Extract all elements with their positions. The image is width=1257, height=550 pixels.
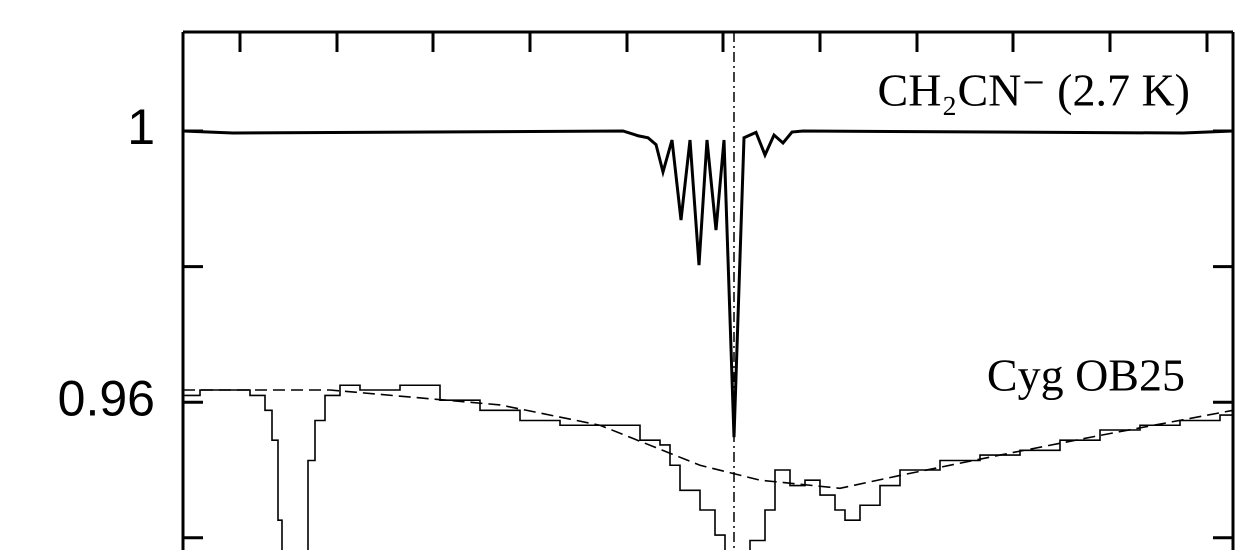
series-label: CH₂CN⁻ (2.7 K): [878, 65, 1190, 116]
series-line: [183, 389, 1233, 490]
frame: [181, 30, 1235, 550]
series-line: [183, 129, 1233, 438]
y-tick-label: 1: [127, 99, 155, 155]
series-line: [183, 384, 1233, 550]
series-label: Cyg OB25: [987, 350, 1185, 401]
plot-area: [183, 32, 1233, 550]
y-tick-label: 0.96: [58, 370, 155, 426]
